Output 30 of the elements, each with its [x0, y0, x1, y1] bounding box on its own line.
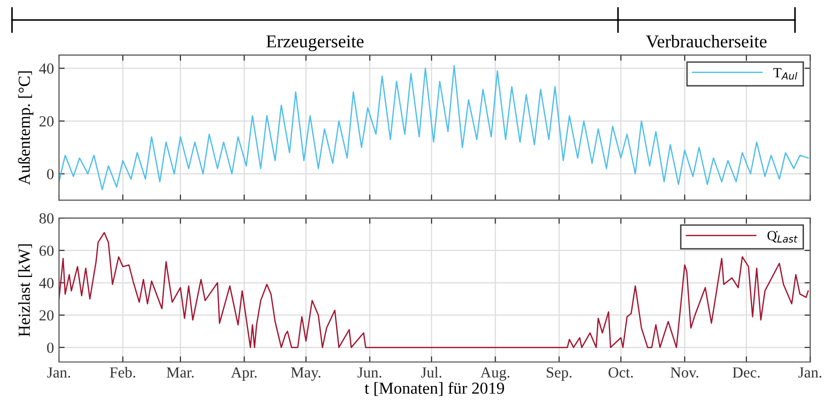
y-tick-label: 80: [39, 213, 54, 224]
y-axis-title: Außentemp. [°C]: [18, 71, 34, 185]
y-tick-label: 0: [47, 168, 54, 180]
text: Verbraucherseite: [646, 34, 767, 48]
line-series: [59, 232, 809, 348]
legend-label: Q̇$_{Last}$: [767, 231, 798, 243]
x-tick-label: Nov.: [670, 367, 698, 378]
x-tick-label: May.: [291, 367, 320, 381]
x-tick-label: Jul.: [421, 366, 442, 378]
line-series: [59, 65, 809, 190]
x-tick-label: Oct.: [608, 367, 633, 378]
x-tick-label: Jan.: [798, 367, 822, 378]
y-tick-label: 0: [47, 342, 54, 353]
x-tick-label: Sep.: [546, 367, 572, 381]
x-tick-label: Feb.: [110, 366, 136, 378]
x-tick-label: Aug.: [480, 367, 510, 381]
y-tick-label: 20: [40, 116, 54, 126]
y-tick-label: 40: [39, 63, 54, 74]
y-tick-label: 60: [40, 246, 54, 256]
y-tick-label: 40: [39, 278, 54, 288]
y-tick-label: 20: [40, 310, 54, 321]
x-tick-label: Dec.: [732, 367, 760, 378]
x-tick-label: Mar.: [166, 367, 194, 378]
text: Erzeugerseite: [266, 35, 364, 52]
x-tick-label: Jun.: [358, 367, 382, 378]
x-axis-title: t [Monaten] für 2019: [364, 382, 504, 396]
legend-label: T$_{Aul}$: [773, 68, 798, 80]
y-axis-title: Heizlast [kW]: [18, 244, 32, 337]
x-tick-label: Apr.: [231, 367, 257, 381]
x-tick-label: Jan.: [47, 367, 70, 378]
